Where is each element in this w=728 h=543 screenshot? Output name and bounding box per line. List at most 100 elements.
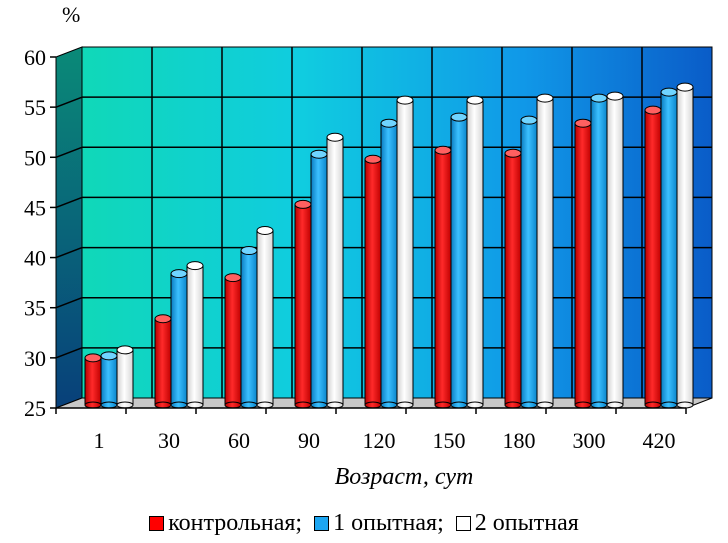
x-tick-label: 60: [228, 428, 250, 453]
bar-experimental-1-base: [240, 401, 258, 409]
bar-experimental-1-base: [310, 401, 328, 409]
bar-experimental-1-top: [520, 115, 538, 125]
bar-experimental-1-body: [240, 250, 258, 406]
bar-control-body: [504, 152, 522, 406]
x-tick-label: 420: [643, 428, 676, 453]
bar-experimental-1-base: [380, 401, 398, 409]
bar-control-body: [364, 158, 382, 406]
bar-experimental-1-base: [520, 401, 538, 409]
bar-control-body: [574, 122, 592, 406]
bar-experimental-2: [116, 345, 134, 409]
bar-experimental-1: [240, 246, 258, 409]
bar-control-top: [434, 145, 452, 155]
bar-control: [364, 154, 382, 409]
gridline-side: [55, 146, 83, 158]
bar-experimental-2-top: [536, 93, 554, 103]
gridline-side: [55, 96, 83, 108]
bar-experimental-1-base: [590, 401, 608, 409]
bar-experimental-1-base: [660, 401, 678, 409]
bar-control-top: [154, 314, 172, 324]
bar-control-base: [154, 401, 172, 409]
bar-control: [504, 148, 522, 409]
bar-experimental-2-body: [186, 265, 204, 406]
x-axis-title: Возраст, сут: [335, 464, 474, 490]
x-tick-label: 1: [94, 428, 105, 453]
bar-control-base: [84, 401, 102, 409]
legend-swatch-control: [149, 515, 165, 531]
bar-control-base: [224, 401, 242, 409]
bar-control-body: [154, 318, 172, 406]
gridline-side: [55, 246, 83, 259]
bar-experimental-1-body: [100, 355, 118, 406]
bar-experimental-1: [380, 118, 398, 409]
x-tick-label: 180: [503, 428, 536, 453]
bar-control-base: [294, 401, 312, 409]
bar-experimental-2-body: [256, 230, 274, 406]
bar-experimental-2-base: [326, 401, 344, 409]
y-unit-label: %: [62, 2, 80, 27]
y-tick-label: 30: [24, 346, 46, 371]
bar-control-base: [364, 401, 382, 409]
legend-label-experimental-1: 1 опытная;: [333, 509, 444, 536]
bar-experimental-2: [256, 226, 274, 409]
x-tick-label: 90: [298, 428, 320, 453]
bar-experimental-1-body: [450, 116, 468, 406]
bar-experimental-2-base: [606, 401, 624, 409]
bar-experimental-2-base: [536, 401, 554, 409]
gridline-side: [55, 347, 83, 359]
bar-control: [224, 273, 242, 409]
bar-experimental-2: [396, 95, 414, 409]
bar-experimental-1: [170, 269, 188, 409]
bar-experimental-1-top: [170, 269, 188, 279]
bar-control-base: [644, 401, 662, 409]
bar-experimental-1-body: [590, 97, 608, 406]
bar-experimental-1-top: [380, 118, 398, 128]
gridline-side: [55, 196, 83, 209]
bar-experimental-1: [450, 112, 468, 409]
y-tick-label: 25: [24, 396, 46, 421]
bar-experimental-2-top: [186, 261, 204, 271]
bar-control: [644, 105, 662, 409]
bar-experimental-2-top: [676, 82, 694, 92]
bar-experimental-1: [590, 93, 608, 409]
legend-swatch-experimental-2: [455, 515, 471, 531]
bar-experimental-1: [100, 351, 118, 409]
bar-experimental-2-top: [256, 226, 274, 235]
bar-control-base: [574, 401, 592, 409]
legend-item-experimental-2: 2 опытная: [455, 510, 579, 537]
bar-control-body: [644, 109, 662, 406]
y-tick-label: 60: [24, 45, 46, 70]
bar-experimental-1-top: [240, 246, 258, 256]
bar-experimental-1-body: [660, 91, 678, 406]
bar-control: [294, 199, 312, 409]
bar-experimental-2-top: [606, 91, 624, 101]
bar-control-body: [84, 357, 102, 406]
y-tick-label: 35: [24, 296, 46, 321]
bar-experimental-2-body: [396, 99, 414, 406]
bar-control-top: [504, 148, 522, 158]
bar-experimental-1: [520, 115, 538, 409]
bar-control-base: [504, 401, 522, 409]
bar-control: [574, 118, 592, 409]
legend-label-control: контрольная;: [168, 509, 303, 536]
legend-swatch-experimental-1: [314, 515, 330, 531]
x-tick-label: 150: [433, 428, 466, 453]
bar-experimental-1: [310, 149, 328, 409]
bar-experimental-2-base: [396, 401, 414, 409]
bars-layer: [84, 82, 694, 409]
bar-experimental-2-base: [676, 401, 694, 409]
bar-experimental-1: [660, 87, 678, 409]
x-axis-ticks: 1 30 60 90 120 150 180 300 420: [55, 407, 687, 453]
bar-experimental-2: [606, 91, 624, 409]
bar-control-top: [364, 154, 382, 164]
bar-experimental-2-body: [116, 349, 134, 406]
bar-experimental-1-top: [100, 351, 118, 361]
bar-experimental-1-body: [310, 153, 328, 406]
bar-control-top: [574, 118, 592, 128]
bar-control: [84, 353, 102, 409]
y-tick-label: 40: [24, 246, 46, 271]
bar-experimental-2-body: [326, 136, 344, 406]
bar-experimental-2-body: [466, 99, 484, 406]
legend-item-control: контрольная;: [149, 510, 302, 537]
